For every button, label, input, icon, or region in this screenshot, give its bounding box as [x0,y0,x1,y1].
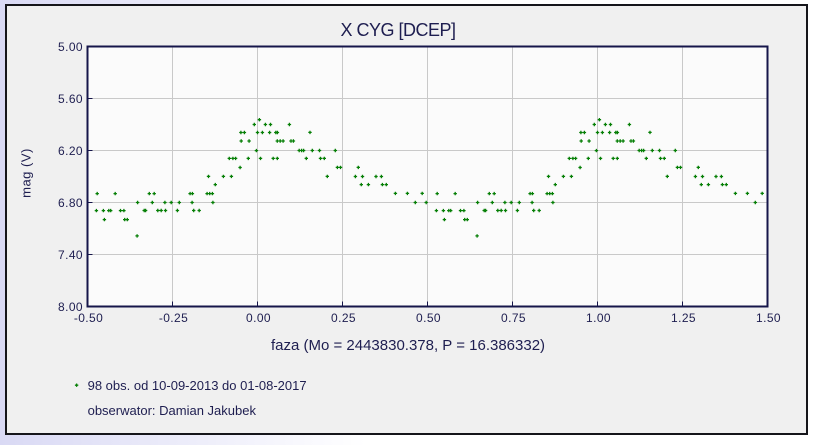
svg-text:5.00: 5.00 [58,40,83,54]
svg-text:-0.25: -0.25 [159,311,188,325]
svg-text:-0.50: -0.50 [74,311,103,325]
svg-text:0.25: 0.25 [331,311,356,325]
svg-text:0.50: 0.50 [416,311,441,325]
svg-text:0.00: 0.00 [246,311,271,325]
svg-text:obserwator: Damian Jakubek: obserwator: Damian Jakubek [88,403,257,418]
svg-text:7.40: 7.40 [58,248,83,262]
svg-text:X CYG [DCEP]: X CYG [DCEP] [340,20,455,40]
svg-text:1.00: 1.00 [586,311,611,325]
svg-text:1.25: 1.25 [671,311,696,325]
svg-text:8.00: 8.00 [58,300,83,314]
svg-text:98 obs. od 10-09-2013 do 01-08: 98 obs. od 10-09-2013 do 01-08-2017 [88,378,307,393]
svg-text:1.50: 1.50 [756,311,781,325]
svg-text:6.20: 6.20 [58,144,83,158]
svg-text:0.75: 0.75 [501,311,526,325]
svg-text:mag (V): mag (V) [19,148,34,198]
svg-text:5.60: 5.60 [58,92,83,106]
svg-text:6.80: 6.80 [58,196,83,210]
svg-text:faza (Mo = 2443830.378, P = 16: faza (Mo = 2443830.378, P = 16.386332) [271,337,545,354]
